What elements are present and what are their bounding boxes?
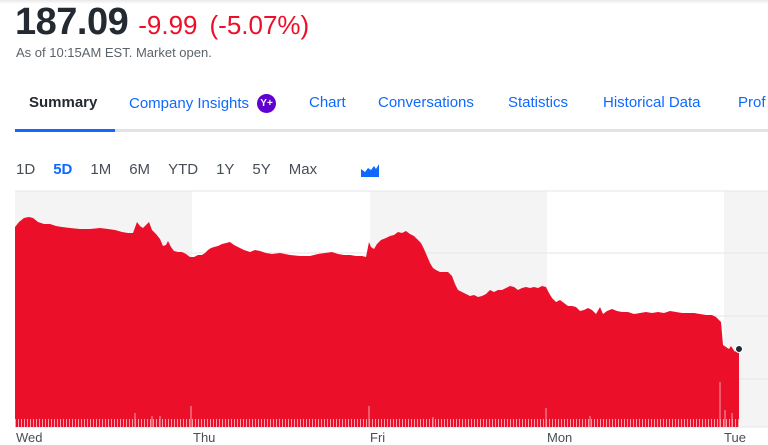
tab-label: Company Insights [129, 95, 250, 112]
tab-statistics[interactable]: Statistics [508, 94, 568, 111]
active-tab-indicator [15, 129, 115, 132]
tab-conversations[interactable]: Conversations [378, 94, 474, 111]
range-selector: 1D 5D 1M 6M YTD 1Y 5Y Max [16, 161, 380, 178]
tab-label: Statistics [508, 94, 569, 111]
tab-label: Summary [29, 94, 98, 111]
area-chart-icon[interactable] [361, 163, 380, 177]
range-1m[interactable]: 1M [90, 161, 112, 178]
x-axis-label-fri: Fri [370, 430, 386, 445]
quote-nav-tabs: Summary Company Insights Y+ Chart Conver… [0, 86, 768, 132]
current-price: 187.09 [15, 1, 129, 43]
range-1d[interactable]: 1D [16, 161, 36, 178]
tab-label: Historical Data [603, 94, 701, 111]
tab-summary[interactable]: Summary [29, 94, 97, 111]
tab-company-insights[interactable]: Company Insights Y+ [129, 94, 277, 113]
x-axis-label-tue: Tue [724, 430, 746, 445]
top-shadow [0, 0, 768, 4]
current-price-marker [735, 345, 743, 353]
tab-historical-data[interactable]: Historical Data [603, 94, 701, 111]
range-5y[interactable]: 5Y [252, 161, 271, 178]
range-5d[interactable]: 5D [53, 161, 73, 178]
market-status: As of 10:15AM EST. Market open. [16, 45, 212, 60]
tab-label: Chart [309, 94, 346, 111]
range-ytd[interactable]: YTD [168, 161, 199, 178]
quote-header: 187.09 -9.99 (-5.07%) [15, 0, 309, 47]
volume-baseline [15, 418, 739, 427]
tabs-underline [15, 129, 768, 132]
price-chart[interactable] [0, 185, 768, 445]
price-change: -9.99 [138, 10, 198, 40]
x-axis-label-thu: Thu [193, 430, 216, 445]
tab-chart[interactable]: Chart [309, 94, 346, 111]
yahoo-plus-badge-icon: Y+ [257, 94, 277, 113]
tab-label: Conversations [378, 94, 474, 111]
range-1y[interactable]: 1Y [216, 161, 235, 178]
range-max[interactable]: Max [288, 161, 318, 178]
range-6m[interactable]: 6M [129, 161, 151, 178]
price-area [15, 217, 739, 427]
x-axis-label-mon: Mon [547, 430, 573, 445]
x-axis-label-wed: Wed [16, 430, 43, 445]
tab-label: Prof [738, 94, 766, 111]
price-change-percent: (-5.07%) [209, 10, 310, 40]
tab-profile[interactable]: Prof [738, 94, 766, 111]
